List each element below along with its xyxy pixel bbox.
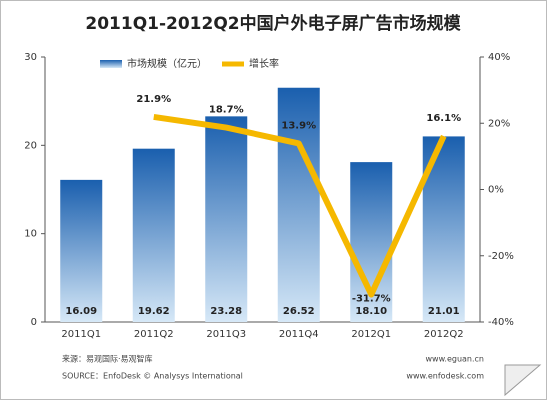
x-tick-label: 2011Q4 <box>279 329 319 340</box>
y-tick-label: 10 <box>24 229 37 240</box>
link: www.eguan.cn <box>426 355 485 364</box>
y2-tick-label: -20% <box>488 251 514 262</box>
y2-tick-label: -40% <box>488 317 514 328</box>
legend-label: 增长率 <box>249 57 279 70</box>
x-tick-label: 2011Q2 <box>134 329 174 340</box>
bar <box>132 148 175 322</box>
growth-line <box>153 113 447 298</box>
line-value-label: -31.7% <box>352 294 391 305</box>
page-curl <box>504 364 542 397</box>
x-tick-label: 2012Q2 <box>424 329 464 340</box>
y2-tick-label: 0% <box>488 185 504 196</box>
bar-value-label: 21.01 <box>428 306 460 317</box>
bar <box>60 179 103 322</box>
y2-tick-label: 20% <box>488 118 510 129</box>
bar-value-label: 18.10 <box>355 306 387 317</box>
x-tick-label: 2012Q1 <box>351 329 391 340</box>
y-tick-label: 30 <box>24 52 37 63</box>
line-value-label: 16.1% <box>426 113 461 124</box>
y-tick-label: 0 <box>31 317 37 328</box>
source: 来源：易观国际·易观智库 <box>62 354 153 364</box>
legend-label: 市场规模（亿元） <box>127 57 207 70</box>
source: SOURCE：EnfoDesk © Analysys International <box>62 372 243 381</box>
y-tick-label: 20 <box>24 140 37 151</box>
bar-value-label: 23.28 <box>210 306 242 317</box>
link: www.enfodesk.com <box>406 372 484 381</box>
legend-swatch <box>100 60 122 68</box>
bar-value-label: 26.52 <box>283 306 315 317</box>
chart-title: 2011Q1-2012Q2中国户外电子屏广告市场规模 <box>85 13 461 34</box>
x-tick-label: 2011Q3 <box>206 329 246 340</box>
y2-tick-label: 40% <box>488 52 510 63</box>
bar <box>277 87 320 323</box>
line-value-label: 13.9% <box>281 120 316 131</box>
line-value-label: 18.7% <box>209 105 244 116</box>
bar-value-label: 16.09 <box>65 306 97 317</box>
line-value-label: 21.9% <box>136 94 171 105</box>
x-tick-label: 2011Q1 <box>61 329 101 340</box>
bar-value-label: 19.62 <box>138 306 170 317</box>
bar <box>205 116 248 322</box>
